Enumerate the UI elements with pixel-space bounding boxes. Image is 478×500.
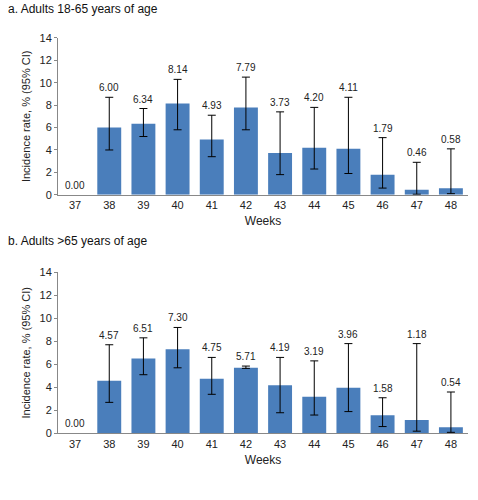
svg-text:4: 4 [46,381,52,393]
svg-text:3.96: 3.96 [338,329,358,340]
svg-text:6: 6 [46,358,52,370]
svg-text:45: 45 [342,438,354,450]
svg-text:4.11: 4.11 [339,82,358,93]
svg-text:4.19: 4.19 [270,342,290,353]
svg-text:5.71: 5.71 [236,351,256,362]
svg-text:14: 14 [40,266,52,278]
svg-text:6.34: 6.34 [133,94,153,105]
svg-text:8: 8 [46,335,52,347]
svg-text:0.00: 0.00 [65,180,85,191]
svg-text:6: 6 [46,121,52,133]
svg-text:12: 12 [40,54,52,66]
svg-text:38: 38 [103,438,115,450]
svg-text:43: 43 [274,438,286,450]
svg-text:42: 42 [240,438,252,450]
svg-text:7.79: 7.79 [236,62,256,73]
svg-text:8.14: 8.14 [168,64,188,75]
svg-text:2: 2 [46,166,52,178]
svg-text:44: 44 [308,438,320,450]
svg-text:39: 39 [137,199,149,211]
svg-text:0: 0 [46,189,52,201]
svg-text:42: 42 [240,199,252,211]
svg-text:40: 40 [171,438,183,450]
svg-text:b. Adults >65 years of age: b. Adults >65 years of age [8,234,147,248]
svg-text:3.73: 3.73 [270,97,290,108]
svg-text:46: 46 [376,438,388,450]
svg-text:Incidence rate, % (95% CI): Incidence rate, % (95% CI) [20,51,32,182]
svg-text:39: 39 [137,438,149,450]
svg-text:0.46: 0.46 [407,147,427,158]
svg-text:41: 41 [206,438,218,450]
svg-text:47: 47 [411,438,423,450]
svg-text:8: 8 [46,99,52,111]
svg-text:37: 37 [69,438,81,450]
svg-text:12: 12 [40,289,52,301]
svg-text:40: 40 [171,199,183,211]
svg-text:45: 45 [342,199,354,211]
svg-text:44: 44 [308,199,320,211]
svg-text:Weeks: Weeks [245,214,281,228]
svg-text:3.19: 3.19 [304,346,324,357]
svg-text:43: 43 [274,199,286,211]
svg-text:4: 4 [46,144,52,156]
svg-text:0.00: 0.00 [65,418,85,429]
svg-text:4.20: 4.20 [304,92,324,103]
svg-text:1.79: 1.79 [373,123,393,134]
svg-text:0.58: 0.58 [441,134,461,145]
svg-text:6.51: 6.51 [133,323,153,334]
svg-text:41: 41 [206,199,218,211]
svg-text:10: 10 [40,77,52,89]
svg-text:4.75: 4.75 [202,342,222,353]
svg-text:2: 2 [46,404,52,416]
svg-text:4.93: 4.93 [202,100,222,111]
svg-text:48: 48 [445,438,457,450]
svg-text:47: 47 [411,199,423,211]
svg-text:Weeks: Weeks [245,453,281,467]
svg-text:0: 0 [46,427,52,439]
svg-text:10: 10 [40,312,52,324]
svg-text:0.54: 0.54 [441,377,461,388]
svg-text:a. Adults 18-65 years of age: a. Adults 18-65 years of age [8,2,158,16]
svg-text:37: 37 [69,199,81,211]
svg-text:Incidence rate, % (95% CI): Incidence rate, % (95% CI) [20,287,32,418]
svg-text:1.58: 1.58 [373,383,393,394]
svg-text:14: 14 [40,32,52,44]
svg-text:38: 38 [103,199,115,211]
svg-text:1.18: 1.18 [407,329,427,340]
svg-text:48: 48 [445,199,457,211]
svg-text:46: 46 [376,199,388,211]
svg-text:6.00: 6.00 [99,82,119,93]
svg-text:4.57: 4.57 [99,330,119,341]
svg-text:7.30: 7.30 [168,312,188,323]
